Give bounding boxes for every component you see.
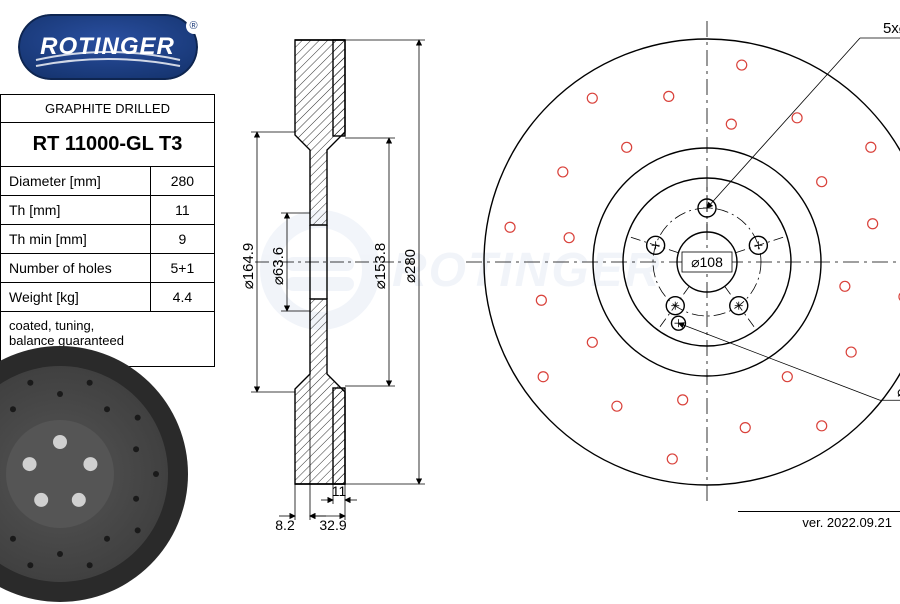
- spec-key: Th [mm]: [1, 196, 151, 225]
- spec-val: 5+1: [150, 254, 214, 283]
- spec-key: Weight [kg]: [1, 283, 151, 312]
- dim-flange-dia: ⌀153.8: [372, 243, 389, 290]
- dim-hat-depth: 32.9: [319, 517, 346, 533]
- dim-flange-th: 8.2: [275, 517, 295, 533]
- spec-key: Diameter [mm]: [1, 167, 151, 196]
- spec-val: 4.4: [150, 283, 214, 312]
- callout-center-bore: ⌀108: [691, 254, 723, 270]
- brand-logo: ROTINGER ®: [0, 0, 215, 94]
- part-number: RT 11000-GL T3: [1, 123, 215, 167]
- dim-hub-dia: ⌀164.9: [240, 243, 257, 290]
- spec-val: 280: [150, 167, 214, 196]
- dim-outer-dia: ⌀280: [402, 249, 419, 283]
- side-section-view: ⌀280 ⌀153.8 ⌀164.9 ⌀63.6: [240, 40, 425, 533]
- version-rule: [738, 511, 900, 512]
- spec-header: GRAPHITE DRILLED: [1, 95, 215, 123]
- technical-drawing: ⌀280 ⌀153.8 ⌀164.9 ⌀63.6: [215, 0, 900, 534]
- spec-key: Th min [mm]: [1, 225, 151, 254]
- dim-rotor-th: 11: [332, 483, 347, 499]
- brand-registered-icon: ®: [186, 18, 202, 34]
- drawing-canvas: ⌀280 ⌀153.8 ⌀164.9 ⌀63.6: [215, 0, 900, 534]
- disc-photo: [0, 344, 190, 604]
- version-label: ver. 2022.09.21: [802, 515, 892, 530]
- dim-bore-dia: ⌀63.6: [270, 247, 287, 285]
- spec-key: Number of holes: [1, 254, 151, 283]
- spec-sidebar: ROTINGER ® GRAPHITE DRILLED RT 11000-GL …: [0, 0, 215, 367]
- front-face-view: ⌀125x⌀13.8⌀108: [466, 20, 900, 503]
- callout-bolt-holes: 5x⌀13.8: [883, 20, 900, 37]
- spec-val: 11: [150, 196, 214, 225]
- spec-val: 9: [150, 225, 214, 254]
- brand-name: ROTINGER: [40, 33, 175, 61]
- spec-table: GRAPHITE DRILLED RT 11000-GL T3 Diameter…: [0, 94, 215, 367]
